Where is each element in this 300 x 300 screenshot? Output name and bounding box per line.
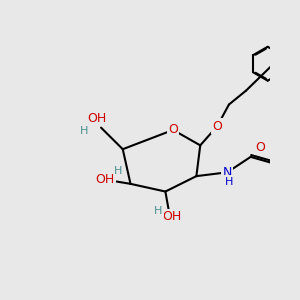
Text: O: O bbox=[255, 141, 265, 154]
Text: OH: OH bbox=[95, 173, 115, 187]
Text: O: O bbox=[212, 120, 222, 133]
Text: H: H bbox=[225, 176, 233, 187]
Text: OH: OH bbox=[88, 112, 107, 125]
Text: H: H bbox=[80, 127, 88, 136]
Text: H: H bbox=[154, 206, 163, 216]
Text: N: N bbox=[223, 166, 232, 179]
Text: OH: OH bbox=[162, 211, 181, 224]
Text: H: H bbox=[114, 166, 122, 176]
Text: O: O bbox=[168, 123, 178, 136]
